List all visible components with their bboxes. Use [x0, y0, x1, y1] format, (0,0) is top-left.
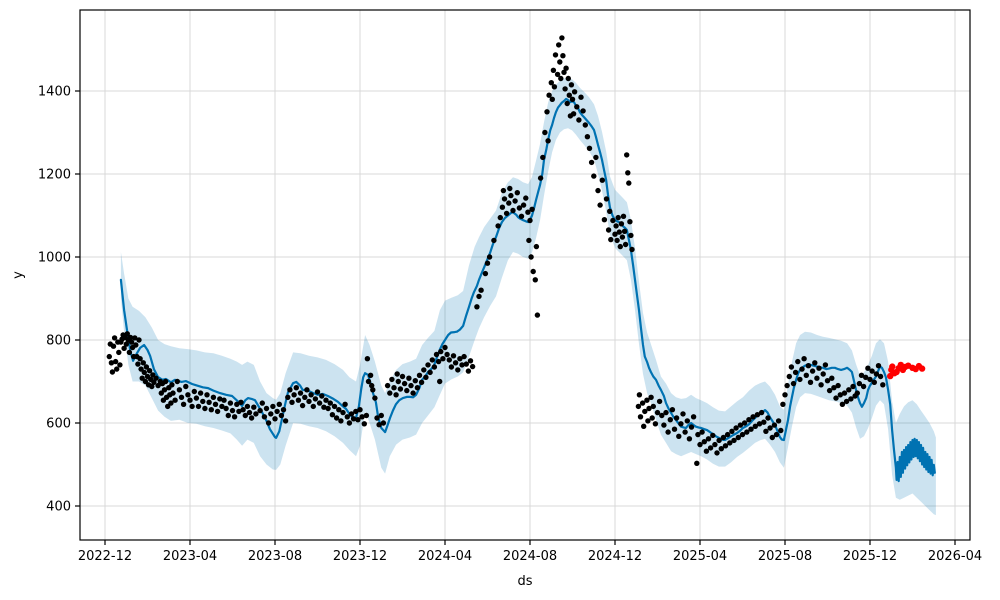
trend-line [119, 97, 936, 483]
y-tick-label: 1200 [38, 168, 71, 183]
uncertainty-band [120, 77, 936, 516]
tick-labels: 2022-12 2023-04 2023-08 2023-12 2024-04 2024-… [38, 85, 982, 565]
x-tick-label: 2026-04 [928, 549, 982, 564]
x-tick-label: 2025-04 [673, 549, 727, 564]
x-tick-label: 2023-08 [248, 549, 302, 564]
x-axis-title: ds [517, 574, 532, 589]
x-tick-label: 2023-12 [333, 549, 387, 564]
y-tick-label: 800 [46, 334, 71, 349]
y-axis-title: y [11, 271, 26, 279]
axis-ticks [75, 90, 956, 545]
x-tick-label: 2025-08 [758, 549, 812, 564]
x-tick-label: 2024-08 [503, 549, 557, 564]
grid-lines [80, 10, 970, 540]
y-tick-label: 600 [46, 417, 71, 432]
x-tick-label: 2025-12 [843, 549, 897, 564]
x-tick-label: 2024-04 [418, 549, 472, 564]
plot-border [79, 9, 971, 541]
y-tick-label: 1000 [38, 251, 71, 266]
x-tick-label: 2023-04 [163, 549, 217, 564]
y-tick-label: 1400 [38, 85, 71, 100]
x-tick-label: 2024-12 [588, 549, 642, 564]
observation-points [106, 35, 886, 466]
anomaly-points [887, 361, 926, 380]
x-tick-label: 2022-12 [78, 549, 132, 564]
y-tick-label: 400 [46, 500, 71, 515]
